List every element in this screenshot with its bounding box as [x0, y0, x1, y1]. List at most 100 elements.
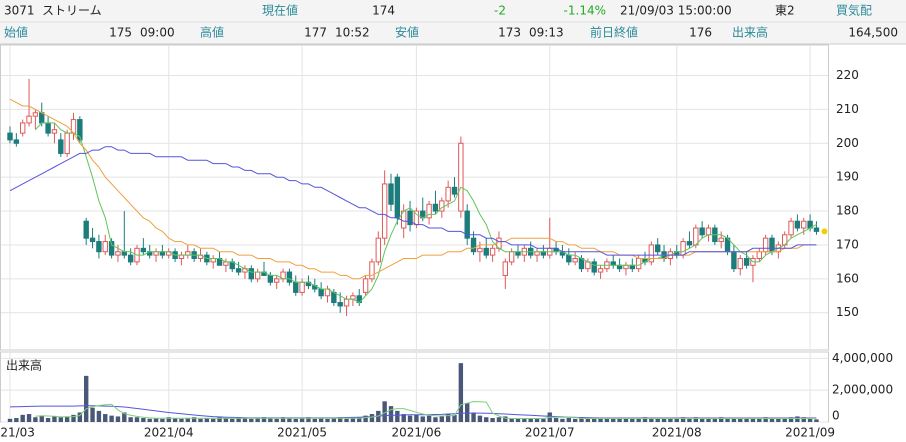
volume-bar — [814, 419, 819, 422]
volume-bar — [401, 414, 406, 422]
volume-bar — [642, 417, 648, 422]
volume-bar — [465, 402, 470, 422]
volume-bar — [598, 418, 603, 422]
summary-time: 09:00 — [140, 26, 175, 40]
bid-label: 買気配 — [836, 3, 872, 18]
candle-body — [572, 258, 578, 263]
candle-body — [299, 281, 305, 293]
moving-average — [35, 122, 817, 304]
candle-body — [254, 271, 261, 280]
volume-bar — [566, 418, 571, 422]
volume-bar — [744, 418, 749, 422]
volume-bar — [699, 418, 705, 422]
volume-bar — [674, 418, 679, 422]
volume-bar — [725, 418, 730, 422]
candle-body — [540, 251, 547, 256]
volume-bar — [357, 417, 362, 422]
volume-bar — [623, 418, 629, 422]
candle-body — [737, 258, 743, 270]
candle-body — [96, 241, 102, 253]
volume-bar — [141, 418, 146, 422]
volume-bar — [268, 418, 273, 422]
volume-bar — [318, 418, 324, 422]
candle-body — [83, 220, 89, 239]
volume-bar — [198, 418, 203, 422]
volume-bar — [338, 417, 343, 422]
volume-bar — [426, 415, 432, 422]
volume-bar — [541, 418, 546, 422]
volume-bar — [534, 418, 540, 422]
summary-value: 173 — [498, 26, 521, 40]
x-tick-label: 2021/04 — [144, 426, 194, 440]
volume-bar — [71, 414, 76, 422]
candle-body — [178, 254, 185, 260]
candle-body — [648, 244, 655, 263]
volume-bar — [407, 415, 413, 422]
candle-body — [210, 258, 216, 263]
volume-bar — [471, 412, 476, 422]
candle-body — [64, 132, 70, 154]
volume-bar — [769, 418, 775, 422]
volume-bar — [363, 415, 368, 422]
candle-body — [534, 251, 540, 256]
y-tick-label: 200 — [836, 136, 859, 150]
volume-bar — [776, 418, 781, 422]
y-tick-label: 220 — [836, 68, 859, 82]
candle-body — [801, 220, 807, 229]
volume-bar — [655, 418, 660, 422]
x-tick-label: 2021/07 — [525, 426, 575, 440]
candle-body — [813, 227, 820, 232]
candle-body — [464, 210, 470, 239]
summary-time: 09:13 — [529, 26, 564, 40]
candle-body — [458, 142, 464, 212]
volume-bar — [445, 414, 451, 422]
candle-body — [45, 122, 51, 134]
candle-body — [515, 251, 521, 256]
volume-bar — [230, 418, 235, 422]
volume-bar — [738, 418, 743, 422]
volume-bar — [636, 418, 641, 422]
volume-bar — [52, 416, 57, 422]
volume-bar — [496, 417, 502, 422]
candle-body — [426, 203, 432, 219]
volume-bar — [211, 418, 216, 422]
candle-body — [102, 241, 108, 253]
volume-bar — [560, 418, 565, 422]
volume-bar — [255, 418, 260, 422]
candle-body — [394, 176, 401, 219]
candle-body — [489, 247, 496, 256]
price-panel — [0, 44, 829, 351]
volume-bar — [172, 418, 178, 422]
candle-body — [115, 251, 121, 256]
volume-bar — [128, 417, 133, 422]
x-tick-label: 2021/09 — [785, 426, 835, 440]
candle-body — [451, 186, 458, 195]
volume-bar — [96, 410, 102, 422]
volume-bar — [312, 418, 317, 422]
candle-body — [362, 278, 369, 293]
volume-bar — [58, 417, 63, 422]
y-tick-label: 210 — [836, 102, 859, 116]
volume-bar — [452, 414, 457, 422]
candle-body — [369, 261, 375, 280]
volume-bar — [763, 417, 768, 422]
volume-bar — [331, 418, 337, 422]
volume-bar — [528, 418, 533, 422]
summary-value: 177 — [304, 26, 327, 40]
volume-bar — [680, 417, 686, 422]
volume-bar — [242, 418, 248, 422]
candle-body — [51, 129, 58, 134]
stock-name: ストリーム — [42, 4, 102, 18]
volume-bar — [439, 416, 444, 422]
volume-bar — [20, 414, 25, 422]
candle-body — [597, 268, 604, 273]
volume-bar — [217, 417, 222, 422]
volume-bar — [585, 418, 591, 422]
candle-body — [680, 241, 686, 256]
volume-bar — [795, 416, 800, 422]
volume-bar — [572, 418, 578, 422]
candle-body — [248, 268, 255, 280]
candle-body — [293, 281, 299, 293]
volume-bar — [731, 418, 737, 422]
